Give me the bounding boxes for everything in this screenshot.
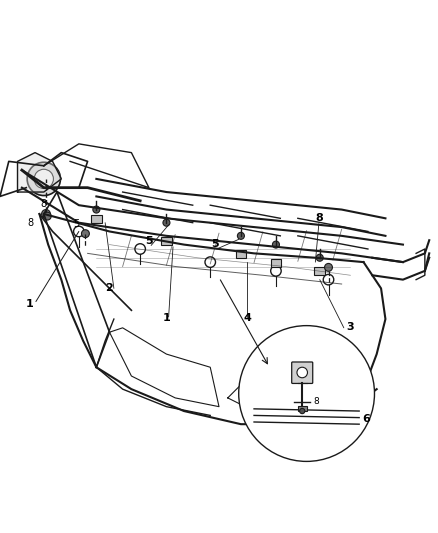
Circle shape <box>325 263 332 271</box>
Circle shape <box>271 265 281 276</box>
Text: 5: 5 <box>74 219 80 229</box>
Text: 1: 1 <box>26 298 34 309</box>
Bar <box>91 215 102 223</box>
Circle shape <box>81 230 89 238</box>
FancyBboxPatch shape <box>292 362 313 383</box>
Text: 2: 2 <box>106 282 113 293</box>
Circle shape <box>272 241 279 248</box>
Text: 5: 5 <box>211 239 219 249</box>
Text: 3: 3 <box>346 322 354 332</box>
Circle shape <box>27 162 60 196</box>
Circle shape <box>43 212 51 220</box>
Circle shape <box>163 219 170 226</box>
Circle shape <box>135 244 145 254</box>
Circle shape <box>300 408 305 414</box>
Circle shape <box>297 367 307 378</box>
Text: 4: 4 <box>244 313 251 323</box>
Bar <box>314 268 325 275</box>
Text: 1: 1 <box>162 313 170 323</box>
Circle shape <box>34 169 53 189</box>
Text: 8: 8 <box>316 213 324 222</box>
Circle shape <box>205 257 215 268</box>
Text: 6: 6 <box>362 414 370 424</box>
Bar <box>271 259 281 266</box>
Circle shape <box>237 232 244 239</box>
Bar <box>298 406 307 411</box>
Text: 8: 8 <box>28 219 34 228</box>
Bar <box>236 250 246 258</box>
Circle shape <box>93 206 100 213</box>
Circle shape <box>42 209 50 219</box>
Circle shape <box>74 226 84 237</box>
Polygon shape <box>18 152 61 192</box>
Circle shape <box>316 254 323 261</box>
Bar <box>161 237 172 245</box>
Text: 5: 5 <box>145 236 153 246</box>
Circle shape <box>239 326 374 462</box>
Text: 8: 8 <box>41 199 47 209</box>
Circle shape <box>323 274 334 285</box>
Text: 8: 8 <box>313 398 319 407</box>
